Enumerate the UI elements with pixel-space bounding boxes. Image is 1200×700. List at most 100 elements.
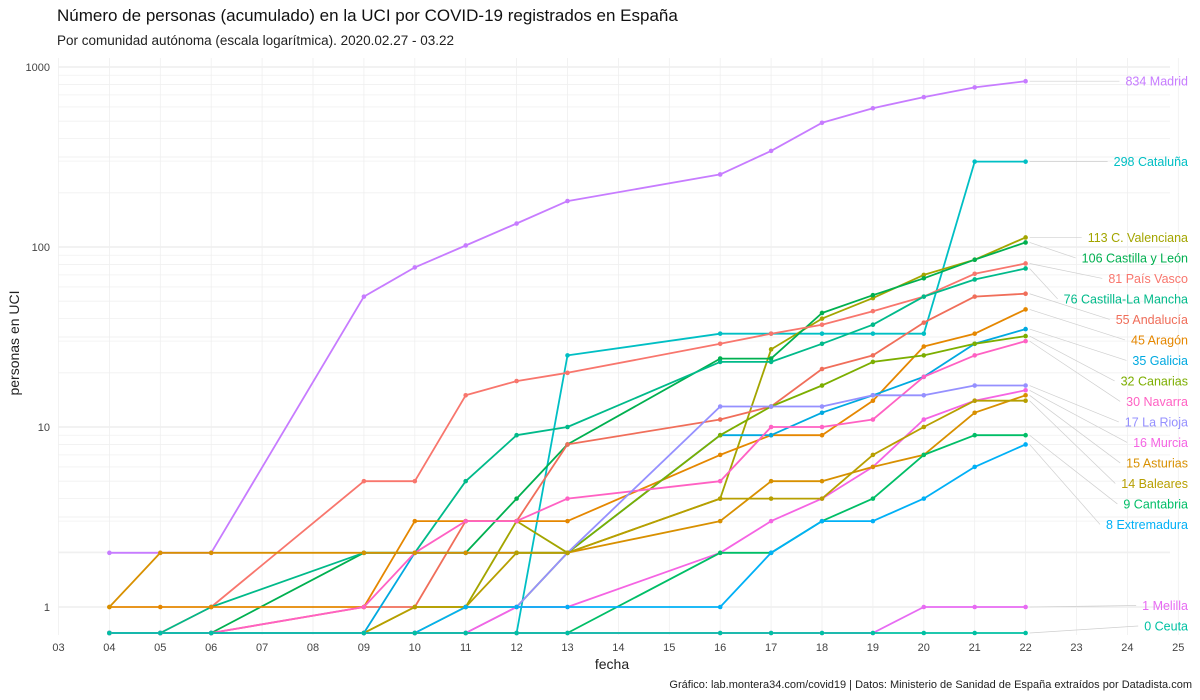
data-point	[565, 518, 570, 524]
data-point	[412, 550, 418, 556]
data-point	[1023, 78, 1028, 84]
data-point	[768, 496, 774, 501]
data-point	[819, 316, 825, 321]
data-point	[870, 398, 876, 403]
series-end-label: 8 Extremadura	[1106, 518, 1188, 532]
series-end-label: 0 Ceuta	[1144, 620, 1188, 634]
x-tick-label: 11	[460, 642, 471, 654]
data-point	[1023, 266, 1028, 271]
data-point	[921, 353, 927, 358]
data-point	[921, 424, 927, 430]
data-point	[768, 630, 774, 636]
data-point	[107, 604, 112, 610]
series-end-label: 9 Cantabria	[1123, 497, 1188, 511]
data-point	[1023, 291, 1028, 297]
data-point	[1023, 235, 1028, 240]
data-point	[819, 410, 825, 416]
x-tick-label: 13	[561, 642, 573, 654]
data-point	[819, 366, 825, 372]
x-tick-label: 25	[1172, 642, 1184, 654]
data-point	[565, 424, 570, 430]
label-leader-lines	[1029, 80, 1139, 634]
data-point	[819, 404, 825, 409]
data-point	[921, 417, 927, 422]
data-point	[921, 452, 927, 458]
data-point	[870, 331, 876, 336]
data-point	[361, 478, 367, 484]
data-point	[361, 604, 367, 610]
data-point	[870, 359, 876, 365]
data-point	[870, 452, 876, 458]
gridlines	[58, 58, 1179, 635]
data-point	[870, 464, 876, 470]
data-point	[361, 630, 367, 636]
y-tick-label: 100	[32, 242, 50, 254]
data-point	[870, 292, 876, 298]
series-end-label: 834 Madrid	[1125, 75, 1188, 89]
data-point	[463, 630, 469, 636]
data-point	[1023, 383, 1028, 388]
series-end-label: 1 Melilla	[1142, 599, 1188, 613]
series-end-label: 106 Castilla y León	[1082, 251, 1188, 265]
data-point	[972, 271, 977, 277]
data-point	[565, 370, 570, 376]
data-point	[717, 172, 723, 177]
data-point	[208, 604, 214, 610]
data-point	[768, 347, 774, 352]
series-end-label: 81 País Vasco	[1108, 272, 1188, 286]
data-point	[972, 410, 977, 416]
x-tick-label: 18	[816, 642, 828, 654]
data-point	[1023, 630, 1028, 636]
label-leader-line	[1029, 400, 1116, 484]
data-point	[870, 496, 876, 501]
data-point	[972, 630, 977, 636]
data-point	[768, 432, 774, 438]
data-point	[921, 393, 927, 398]
label-leader-line	[1029, 434, 1118, 505]
data-point	[819, 424, 825, 430]
data-point	[412, 518, 418, 524]
data-point	[768, 356, 774, 361]
y-axis-title: personas en UCI	[6, 290, 22, 395]
x-tick-label: 15	[663, 642, 675, 654]
data-point	[819, 630, 825, 636]
x-tick-label: 22	[1019, 642, 1031, 654]
label-leader-line	[1029, 605, 1137, 608]
label-leader-line	[1029, 293, 1110, 320]
data-point	[921, 604, 927, 610]
data-point	[819, 322, 825, 328]
data-point	[412, 604, 418, 610]
data-point	[717, 496, 723, 501]
label-leader-line	[1029, 625, 1139, 634]
data-point	[921, 272, 927, 278]
data-point	[717, 452, 723, 458]
data-point	[870, 393, 876, 398]
series-end-label: 113 C. Valenciana	[1088, 231, 1188, 245]
data-point	[565, 630, 570, 636]
data-point	[717, 478, 723, 484]
data-point	[972, 432, 977, 438]
series-end-label: 15 Asturias	[1126, 456, 1188, 470]
data-point	[972, 277, 977, 282]
series-end-label: 32 Canarias	[1121, 374, 1188, 388]
data-point	[514, 496, 519, 501]
data-point	[870, 105, 876, 111]
label-leader-line	[1029, 335, 1115, 382]
data-point	[819, 310, 825, 316]
x-tick-label: 21	[969, 642, 981, 654]
data-point	[565, 550, 570, 556]
data-point	[972, 331, 977, 336]
data-point	[972, 294, 977, 299]
data-point	[412, 265, 418, 270]
x-tick-label: 07	[256, 642, 268, 654]
data-point	[717, 604, 723, 610]
x-tick-label: 16	[714, 642, 726, 654]
data-point	[870, 518, 876, 524]
chart-subtitle: Por comunidad autónoma (escala logarítmi…	[57, 33, 454, 48]
data-point	[768, 404, 774, 409]
x-tick-label: 19	[867, 642, 879, 654]
data-point	[921, 344, 927, 349]
data-point	[1023, 442, 1028, 447]
data-point	[768, 148, 774, 154]
x-axis-title: fecha	[595, 656, 629, 672]
